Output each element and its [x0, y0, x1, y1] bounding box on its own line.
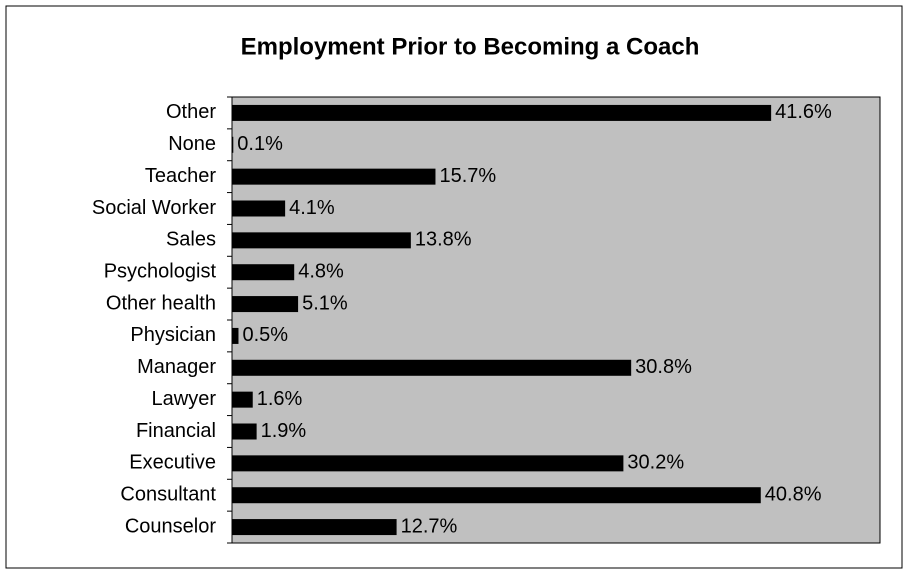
- bar: [232, 327, 239, 344]
- bar: [232, 168, 436, 185]
- value-label: 13.8%: [415, 229, 472, 251]
- y-tick-label: Consultant: [120, 483, 216, 505]
- y-tick-label: None: [168, 133, 216, 155]
- plot-area: [231, 96, 881, 544]
- value-label: 1.6%: [257, 388, 303, 410]
- value-label: 4.1%: [289, 197, 335, 219]
- bar: [232, 104, 772, 121]
- y-tick-label: Psychologist: [104, 260, 217, 282]
- bar: [232, 232, 411, 249]
- value-label: 4.8%: [298, 260, 344, 282]
- value-label: 15.7%: [439, 165, 496, 187]
- value-label: 30.8%: [635, 356, 692, 378]
- bar: [232, 359, 632, 376]
- y-tick-label: Social Worker: [92, 197, 216, 219]
- value-label: 0.5%: [242, 324, 288, 346]
- bar: [232, 423, 257, 440]
- y-tick-label: Other: [166, 101, 216, 123]
- value-label: 5.1%: [302, 292, 348, 314]
- value-label: 0.1%: [237, 133, 283, 155]
- chart-title: Employment Prior to Becoming a Coach: [241, 33, 700, 60]
- value-label: 30.2%: [627, 452, 684, 474]
- y-tick-label: Counselor: [125, 515, 217, 537]
- y-tick-label: Teacher: [145, 165, 216, 187]
- y-tick-label: Financial: [136, 420, 216, 442]
- y-tick-label: Other health: [106, 292, 216, 314]
- y-tick-label: Manager: [137, 356, 216, 378]
- bar: [232, 200, 286, 217]
- value-label: 1.9%: [261, 420, 307, 442]
- bar: [232, 487, 761, 504]
- value-label: 40.8%: [765, 483, 822, 505]
- bar: [232, 136, 234, 153]
- value-label: 41.6%: [775, 101, 832, 123]
- value-label: 12.7%: [401, 515, 458, 537]
- bar: [232, 519, 397, 536]
- bar: [232, 296, 299, 313]
- y-tick-label: Sales: [166, 229, 216, 251]
- bar: [232, 455, 624, 472]
- y-tick-label: Executive: [129, 452, 216, 474]
- bar: [232, 264, 295, 281]
- y-tick-label: Lawyer: [152, 388, 217, 410]
- bar: [232, 391, 253, 408]
- y-tick-label: Physician: [130, 324, 216, 346]
